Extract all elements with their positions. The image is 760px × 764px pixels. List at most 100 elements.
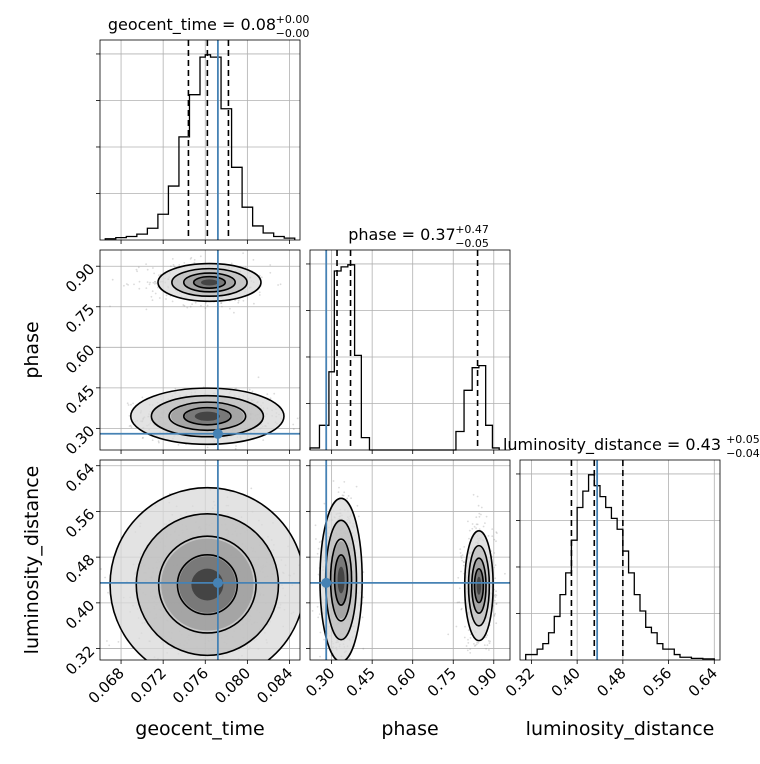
contour-line bbox=[168, 401, 247, 432]
sample-point bbox=[117, 641, 120, 643]
sample-point bbox=[314, 524, 317, 527]
y-tick-label: 0.90 bbox=[62, 260, 98, 296]
sample-point bbox=[338, 486, 340, 489]
y-tick-label: 0.32 bbox=[62, 642, 98, 678]
sample-point bbox=[494, 612, 496, 615]
sample-point bbox=[129, 424, 132, 427]
sample-point bbox=[456, 601, 459, 604]
sample-point bbox=[350, 497, 352, 500]
sample-point bbox=[491, 528, 494, 530]
density-fill bbox=[200, 279, 218, 286]
sample-point bbox=[258, 291, 261, 294]
y-tick-label: 0.30 bbox=[62, 422, 98, 458]
sample-point bbox=[477, 642, 480, 644]
sample-point bbox=[461, 554, 464, 556]
sample-point bbox=[478, 512, 481, 515]
sample-point bbox=[494, 577, 497, 580]
sample-point bbox=[487, 535, 490, 537]
panel-frame bbox=[99, 249, 301, 451]
sample-point bbox=[132, 402, 135, 405]
histogram-geocent_time bbox=[104, 54, 296, 240]
sample-point bbox=[111, 278, 114, 281]
sample-point bbox=[323, 502, 326, 505]
sample-point bbox=[338, 672, 340, 674]
sample-point bbox=[248, 388, 251, 391]
sample-point bbox=[266, 393, 269, 395]
sample-point bbox=[349, 657, 351, 660]
x-tick-label: 0.080 bbox=[211, 664, 254, 707]
y-tick-label: 0.40 bbox=[62, 596, 98, 632]
sample-point bbox=[138, 287, 141, 290]
density-contents bbox=[100, 460, 300, 667]
sample-point bbox=[137, 266, 140, 269]
truth-marker bbox=[321, 577, 332, 588]
sample-point bbox=[154, 280, 157, 283]
sample-point bbox=[130, 403, 132, 406]
sample-point bbox=[467, 629, 470, 632]
x-tick-label: 0.068 bbox=[85, 664, 128, 707]
sample-point bbox=[149, 281, 152, 284]
sample-point bbox=[495, 590, 497, 593]
sample-point bbox=[461, 559, 464, 562]
contour-line bbox=[473, 568, 485, 604]
x-tick-label: 0.076 bbox=[169, 664, 212, 707]
sample-point bbox=[192, 661, 194, 663]
sample-point bbox=[475, 523, 478, 526]
sample-point bbox=[504, 572, 506, 575]
sample-point bbox=[204, 307, 207, 309]
sample-point bbox=[491, 535, 494, 538]
sample-point bbox=[104, 576, 106, 579]
sample-point bbox=[237, 301, 240, 304]
sample-point bbox=[142, 436, 144, 439]
sample-point bbox=[193, 261, 196, 264]
sample-point bbox=[346, 497, 349, 500]
sample-point bbox=[141, 396, 144, 399]
density-contents bbox=[100, 250, 300, 450]
sample-point bbox=[226, 665, 228, 667]
sample-point bbox=[471, 527, 474, 530]
sample-point bbox=[260, 276, 263, 279]
contour-line bbox=[333, 554, 349, 606]
sample-point bbox=[146, 268, 149, 271]
panel-title-phase: phase = 0.37 bbox=[348, 225, 455, 244]
sample-point bbox=[458, 601, 460, 604]
sample-point bbox=[487, 640, 490, 642]
sample-point bbox=[212, 661, 214, 663]
sample-point bbox=[107, 591, 109, 594]
sample-point bbox=[341, 494, 344, 497]
sample-point bbox=[332, 480, 335, 482]
sample-point bbox=[194, 301, 197, 304]
x-tick-label: 0.64 bbox=[685, 664, 721, 700]
sample-point bbox=[193, 259, 196, 261]
contour-line bbox=[319, 497, 363, 660]
sample-point bbox=[199, 255, 202, 258]
sample-point bbox=[475, 516, 478, 519]
contour-line bbox=[192, 275, 227, 290]
sample-point bbox=[255, 665, 257, 667]
sample-point bbox=[476, 641, 478, 644]
sample-point bbox=[463, 561, 465, 564]
panel-title-geocent_time: geocent_time = 0.08 bbox=[108, 15, 276, 35]
sample-point bbox=[206, 304, 209, 307]
sample-point bbox=[128, 425, 131, 427]
contour-line bbox=[329, 538, 353, 622]
sample-point bbox=[493, 599, 496, 602]
histogram-phase bbox=[309, 264, 500, 451]
sample-point bbox=[469, 648, 471, 650]
x-tick-label: 0.084 bbox=[253, 664, 296, 707]
sample-point bbox=[158, 441, 160, 444]
sample-point bbox=[493, 614, 496, 616]
sample-point bbox=[319, 631, 322, 634]
sample-point bbox=[495, 622, 498, 625]
sample-point bbox=[316, 552, 319, 555]
sample-point bbox=[242, 299, 245, 302]
sample-point bbox=[347, 671, 349, 673]
x-tick-label: 0.32 bbox=[502, 664, 538, 700]
title-lower-error: −0.00 bbox=[276, 27, 310, 40]
sample-point bbox=[459, 548, 462, 550]
sample-point bbox=[145, 308, 148, 311]
sample-point bbox=[191, 303, 194, 306]
sample-point bbox=[146, 281, 149, 283]
density-fill bbox=[476, 576, 482, 595]
sample-point bbox=[460, 608, 463, 611]
